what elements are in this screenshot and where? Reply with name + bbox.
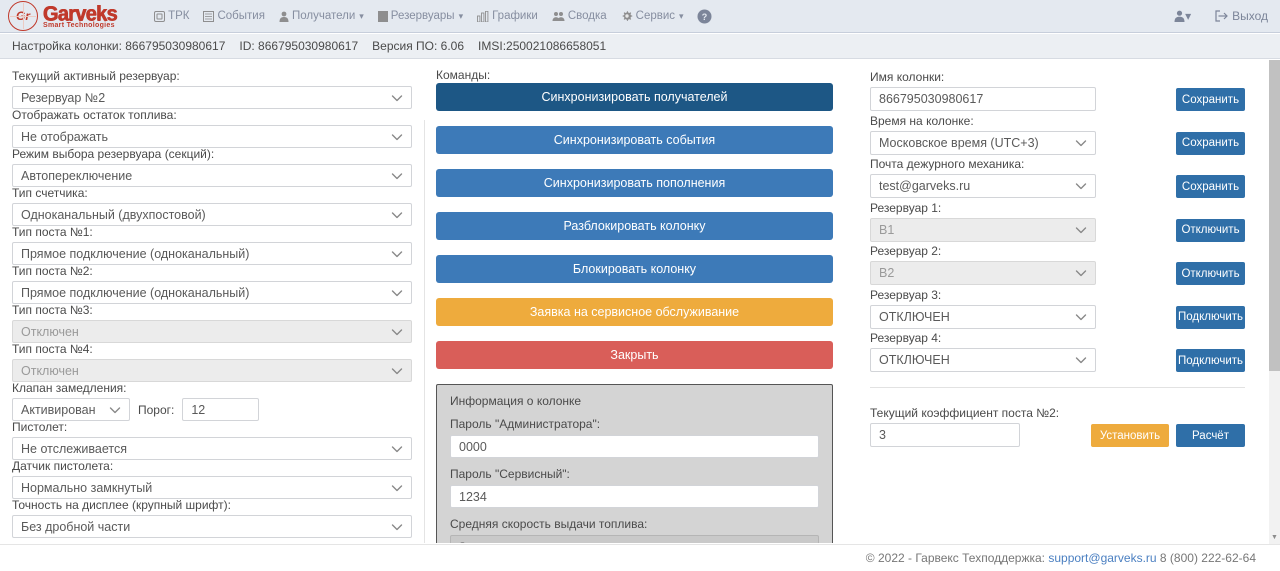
svg-text:?: ?	[701, 12, 707, 22]
